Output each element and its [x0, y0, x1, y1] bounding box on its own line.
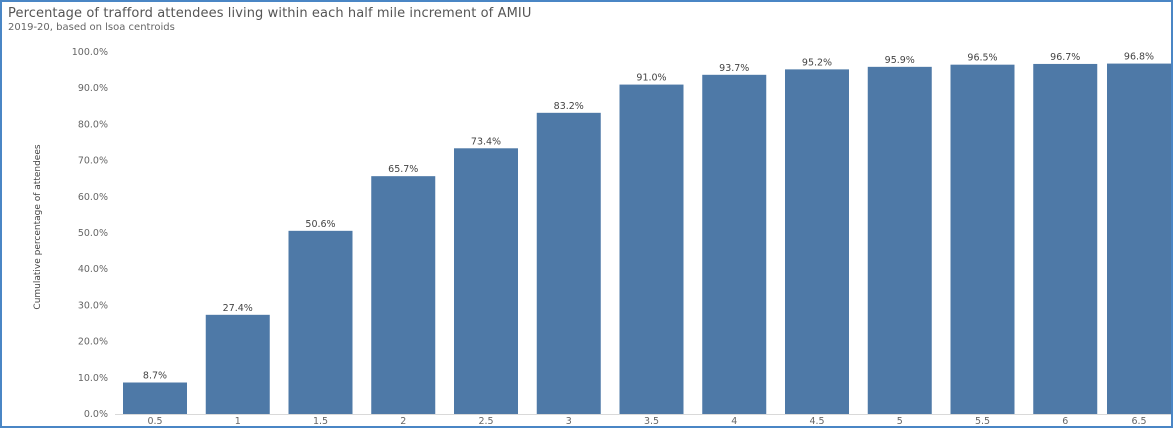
bar[interactable] [619, 84, 684, 414]
bar[interactable] [785, 69, 849, 414]
y-tick-label: 80.0% [78, 119, 108, 130]
chart-title: Percentage of trafford attendees living … [8, 6, 532, 21]
y-tick-label: 0.0% [84, 409, 108, 420]
x-tick-label: 2.5 [478, 416, 493, 426]
bar[interactable] [205, 314, 270, 414]
bar[interactable] [371, 176, 436, 414]
y-tick-label: 30.0% [78, 300, 108, 311]
bar[interactable] [1107, 63, 1171, 415]
bar[interactable] [867, 66, 932, 414]
x-tick-label: 4 [731, 416, 737, 426]
x-tick-label: 1 [235, 416, 241, 426]
bar-value-label: 96.8% [1124, 52, 1154, 63]
bar[interactable] [702, 74, 767, 414]
chart-subtitle: 2019-20, based on lsoa centroids [8, 22, 175, 33]
x-tick-label: 3 [566, 416, 572, 426]
y-tick-label: 100.0% [72, 47, 108, 58]
y-tick-label: 90.0% [78, 83, 108, 94]
bar[interactable] [1033, 63, 1098, 415]
bar-value-label: 27.4% [223, 303, 253, 314]
bar[interactable] [288, 230, 353, 414]
x-tick-label: 0.5 [147, 416, 162, 426]
x-tick-label: 4.5 [809, 416, 824, 426]
x-tick-label: 5.5 [975, 416, 990, 426]
x-tick-label: 1.5 [313, 416, 328, 426]
bar[interactable] [536, 112, 601, 414]
x-tick-label: 6.5 [1131, 416, 1146, 426]
bar[interactable] [454, 148, 518, 415]
bar-value-label: 83.2% [554, 101, 584, 112]
x-tick-label: 6 [1062, 416, 1068, 426]
y-tick-label: 60.0% [78, 192, 108, 203]
bar-value-label: 8.7% [143, 371, 167, 382]
bar-value-label: 65.7% [388, 164, 418, 175]
bar-value-label: 93.7% [719, 63, 749, 74]
bar-value-label: 96.5% [967, 53, 997, 64]
x-tick-label: 5 [897, 416, 903, 426]
y-tick-label: 20.0% [78, 337, 108, 348]
y-tick-label: 10.0% [78, 373, 108, 384]
y-tick-label: 40.0% [78, 264, 108, 275]
bar-value-label: 96.7% [1050, 52, 1080, 63]
x-tick-label: 3.5 [644, 416, 659, 426]
x-tick-label: 2 [400, 416, 406, 426]
y-tick-label: 70.0% [78, 156, 108, 167]
bar-value-label: 73.4% [471, 136, 501, 147]
bar-value-label: 95.9% [885, 55, 915, 66]
bar-value-label: 95.2% [802, 57, 832, 68]
bar-value-label: 91.0% [636, 73, 666, 84]
y-tick-label: 50.0% [78, 228, 108, 239]
bar[interactable] [123, 382, 187, 414]
bar[interactable] [950, 64, 1015, 415]
bar-value-label: 50.6% [305, 219, 335, 230]
